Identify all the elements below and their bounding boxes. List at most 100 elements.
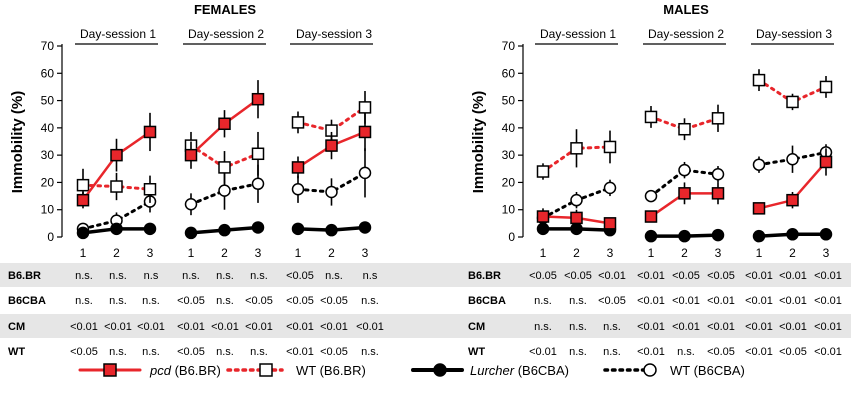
- females-lur-point: [251, 221, 265, 234]
- females-wtbr-point: [76, 178, 90, 192]
- females-wtcba-point: [184, 198, 198, 211]
- legend-marker-wtbr: [259, 363, 273, 377]
- legend-label-wt-b6br: WT (B6.BR): [296, 363, 366, 378]
- females-pcd-point: [184, 148, 198, 162]
- table-cell: <0.01: [70, 321, 98, 333]
- table-cell: <0.01: [779, 295, 807, 307]
- table-cell: <0.05: [320, 295, 348, 307]
- males-x-tick-label: 1: [756, 246, 763, 260]
- table-cell: <0.05: [286, 295, 314, 307]
- males-session-3-label: Day-session 3: [756, 27, 832, 41]
- males-wtcba-point: [570, 193, 583, 207]
- table-cell: <0.01: [814, 270, 842, 282]
- table-row-label: CM: [468, 321, 485, 333]
- legend-label-pcd: pcd (B6.BR): [149, 363, 221, 378]
- males-y-tick-label: 30: [502, 148, 516, 162]
- table-cell: n.s.: [142, 295, 160, 307]
- females-pcd-point: [358, 125, 372, 139]
- table-cell: <0.01: [779, 321, 807, 333]
- females-x-tick-label: 1: [188, 246, 195, 260]
- legend-label-lurcher: Lurcher (B6CBA): [470, 363, 569, 378]
- females-pcd-point: [143, 125, 157, 139]
- table-cell: <0.01: [745, 321, 773, 333]
- table-shading: [0, 263, 851, 338]
- table-cell: n.s.: [109, 270, 127, 282]
- table-cell: <0.05: [598, 295, 626, 307]
- females-lur-point: [218, 223, 231, 237]
- males-panel: MALES Immobility (%) Day-session 1 Day-s…: [470, 2, 834, 260]
- legend-marker-pcd: [103, 363, 117, 377]
- table-cell: n.s.: [361, 346, 379, 358]
- males-pcd-point: [644, 210, 658, 223]
- table-row-label: CM: [8, 321, 25, 333]
- males-wtcba-point: [711, 167, 725, 181]
- females-x-tick-label: 3: [362, 246, 369, 260]
- table-row-shade: [0, 314, 851, 338]
- females-y-tick-label: 40: [41, 121, 55, 135]
- males-wtcba-point: [603, 181, 617, 195]
- females-x-tick-label: 1: [80, 246, 87, 260]
- table-cell: <0.01: [637, 295, 665, 307]
- males-y-tick-label: 20: [502, 175, 516, 189]
- males-pcd-point: [819, 155, 833, 169]
- table-cell: <0.05: [779, 346, 807, 358]
- table-cell: <0.05: [707, 346, 735, 358]
- table-cell: <0.05: [177, 295, 205, 307]
- table-cell: <0.01: [286, 321, 314, 333]
- table-cell: <0.01: [637, 270, 665, 282]
- females-x-tick-label: 1: [295, 246, 302, 260]
- table-cell: <0.01: [211, 321, 239, 333]
- table-cell: n.s.: [250, 346, 268, 358]
- females-session-3-label: Day-session 3: [296, 27, 372, 41]
- females-table: B6.BR n.s. n.s. n.s n.s. n.s. n.s. <0.05 n.s. n.s…: [8, 270, 384, 358]
- table-cell: <0.01: [137, 321, 165, 333]
- table-cell: <0.01: [245, 321, 273, 333]
- table-cell: n.s.: [75, 270, 93, 282]
- table-cell: <0.05: [245, 295, 273, 307]
- table-cell: <0.05: [70, 346, 98, 358]
- males-pcd-point: [711, 187, 725, 200]
- legend-marker-wtcba: [643, 363, 657, 377]
- table-cell: <0.01: [104, 321, 132, 333]
- table-cell: <0.01: [177, 321, 205, 333]
- females-pcd-point: [325, 139, 338, 152]
- males-pcd-point: [752, 202, 766, 215]
- females-wtbr-point: [110, 180, 123, 193]
- males-x-tick-label: 1: [648, 246, 655, 260]
- males-lur-point: [644, 229, 658, 243]
- males-wtbr-point: [603, 140, 617, 154]
- table-cell: <0.01: [707, 321, 735, 333]
- males-wtbr-point: [678, 122, 691, 136]
- males-x-tick-label: 1: [540, 246, 547, 260]
- table-cell: <0.01: [779, 270, 807, 282]
- females-y-tick-label: 60: [41, 66, 55, 80]
- legend-marker-lur: [433, 363, 447, 377]
- males-lur-point: [752, 229, 766, 243]
- females-y-tick-label: 50: [41, 94, 55, 108]
- females-lur-point: [325, 223, 338, 237]
- males-wtcba-point: [786, 152, 799, 166]
- males-session-1-label: Day-session 1: [540, 27, 616, 41]
- table-cell: <0.01: [745, 270, 773, 282]
- males-session-2-label: Day-session 2: [648, 27, 724, 41]
- table-row-label: B6.BR: [8, 270, 41, 282]
- females-pcd-point: [110, 148, 123, 162]
- table-cell: <0.01: [672, 295, 700, 307]
- females-wtcba-point: [325, 185, 338, 199]
- table-cell: <0.01: [814, 295, 842, 307]
- table-cell: n.s.: [569, 321, 587, 333]
- males-wtbr-point: [786, 95, 799, 109]
- females-wtbr-point: [251, 147, 265, 161]
- males-wtcba-point: [678, 163, 691, 177]
- females-wtbr-point: [143, 183, 157, 196]
- table-cell: n.s: [144, 270, 159, 282]
- table-cell: n.s.: [109, 346, 127, 358]
- females-wtcba-line: [81, 200, 152, 231]
- males-pcd-point: [570, 211, 583, 225]
- males-x-tick-label: 2: [681, 246, 688, 260]
- males-y-tick-label: 60: [502, 66, 516, 80]
- table-cell: n.s.: [603, 321, 621, 333]
- legend-label-wt-b6cba: WT (B6CBA): [670, 363, 745, 378]
- table-cell: <0.01: [637, 346, 665, 358]
